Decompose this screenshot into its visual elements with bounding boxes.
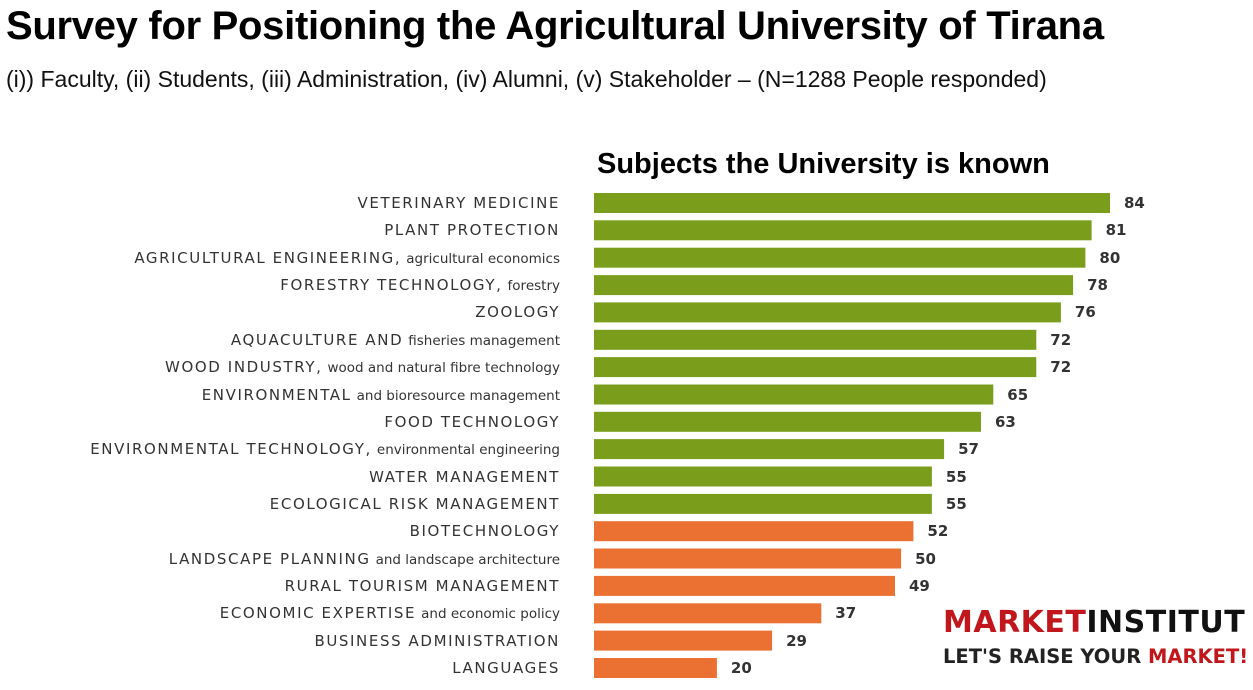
category-label-main: LANGUAGES xyxy=(452,659,560,677)
value-label: 52 xyxy=(927,522,949,541)
category-label-sub: and landscape architecture xyxy=(375,551,560,568)
value-label: 84 xyxy=(1124,194,1145,212)
bar-0 xyxy=(594,193,1110,213)
value-label: 20 xyxy=(730,659,752,677)
chart-title: Subjects the University is known xyxy=(597,148,1050,180)
category-label-main: ENVIRONMENTAL TECHNOLOGY, xyxy=(90,440,372,459)
category-label: LANGUAGES xyxy=(452,658,560,678)
logo-tagline-text: LET'S RAISE YOUR xyxy=(943,645,1149,668)
category-label: WATER MANAGEMENT xyxy=(369,467,560,487)
page-title: Survey for Positioning the Agricultural … xyxy=(6,4,1104,48)
category-label-sub: and bioresource management xyxy=(356,387,560,404)
bar-2 xyxy=(594,247,1086,268)
bar-10 xyxy=(594,466,932,487)
category-label-main: BUSINESS ADMINISTRATION xyxy=(314,631,560,650)
category-label: BUSINESS ADMINISTRATION xyxy=(314,631,560,651)
category-label-main: WATER MANAGEMENT xyxy=(369,467,560,486)
value-label: 37 xyxy=(835,604,857,623)
category-label-main: ZOOLOGY xyxy=(475,303,560,322)
category-label-sub: wood and natural fibre technology xyxy=(327,360,560,377)
category-label-main: AGRICULTURAL ENGINEERING, xyxy=(134,248,402,267)
category-label: FORESTRY TECHNOLOGY, forestry xyxy=(280,275,560,295)
bar-16 xyxy=(594,630,773,651)
bar-14 xyxy=(594,575,895,596)
category-label: RURAL TOURISM MANAGEMENT xyxy=(285,576,560,596)
bar-4 xyxy=(594,302,1061,323)
category-label-main: WOOD INDUSTRY, xyxy=(165,358,323,377)
category-label: ENVIRONMENTAL and bioresource management xyxy=(202,385,560,405)
value-label: 72 xyxy=(1050,330,1072,349)
bar-5 xyxy=(594,329,1037,350)
value-label: 50 xyxy=(915,549,936,568)
bar-15 xyxy=(594,603,822,624)
logo-word-market: MARKET xyxy=(943,605,1087,640)
category-label: VETERINARY MEDICINE xyxy=(358,193,561,213)
category-label-main: AQUACULTURE AND xyxy=(230,330,404,349)
logo-tagline-market: MARKET! xyxy=(1148,645,1249,668)
value-label: 63 xyxy=(995,412,1016,431)
category-label-main: LANDSCAPE PLANNING xyxy=(168,549,371,568)
value-label: 78 xyxy=(1087,276,1108,295)
value-label: 80 xyxy=(1099,248,1121,267)
bar-13 xyxy=(594,548,902,569)
category-label-main: FORESTRY TECHNOLOGY, xyxy=(280,276,503,295)
category-label: AGRICULTURAL ENGINEERING, agricultural ec… xyxy=(134,248,560,268)
category-label: ENVIRONMENTAL TECHNOLOGY, environmental e… xyxy=(90,439,560,459)
category-label: FOOD TECHNOLOGY xyxy=(384,412,560,432)
category-label: PLANT PROTECTION xyxy=(384,220,560,240)
category-label: WOOD INDUSTRY, wood and natural fibre tec… xyxy=(165,357,560,377)
value-label: 55 xyxy=(945,494,967,513)
bar-9 xyxy=(594,439,945,460)
category-label-sub: forestry xyxy=(507,278,560,295)
category-label-sub: agricultural economics xyxy=(406,250,560,267)
category-label-main: RURAL TOURISM MANAGEMENT xyxy=(284,576,560,595)
value-label: 81 xyxy=(1105,221,1127,240)
category-label-sub: environmental engineering xyxy=(376,442,560,459)
bar-8 xyxy=(594,411,981,432)
bar-17 xyxy=(594,658,717,678)
bar-3 xyxy=(594,275,1074,296)
category-label-main: ECOLOGICAL RISK MANAGEMENT xyxy=(269,494,560,513)
category-label-main: ENVIRONMENTAL xyxy=(201,385,352,404)
category-label-main: PLANT PROTECTION xyxy=(384,221,560,240)
logo-word-institut: INSTITUT xyxy=(1086,605,1246,640)
category-label: BIOTECHNOLOGY xyxy=(410,521,560,541)
value-label: 65 xyxy=(1007,385,1029,404)
bar-6 xyxy=(594,357,1037,378)
value-label: 76 xyxy=(1074,303,1096,322)
category-label-sub: and economic policy xyxy=(421,606,560,623)
category-label-main: VETERINARY MEDICINE xyxy=(357,194,560,212)
value-label: 49 xyxy=(909,576,930,595)
bar-7 xyxy=(594,384,994,405)
bar-1 xyxy=(594,220,1092,241)
category-label: ECOLOGICAL RISK MANAGEMENT xyxy=(270,494,560,514)
bar-12 xyxy=(594,521,914,542)
bar-11 xyxy=(594,493,932,514)
category-label: ZOOLOGY xyxy=(475,302,560,322)
category-label: AQUACULTURE AND fisheries management xyxy=(231,330,560,350)
market-institut-logo: MARKETINSTITUT LET'S RAISE YOUR MARKET! xyxy=(943,606,1248,670)
category-label: ECONOMIC EXPERTISE and economic policy xyxy=(220,603,560,623)
category-label-sub: fisheries management xyxy=(408,332,560,349)
value-label: 57 xyxy=(958,440,979,459)
logo-tagline: LET'S RAISE YOUR MARKET! xyxy=(943,644,1248,670)
page-subtitle: (i)) Faculty, (ii) Students, (iii) Admin… xyxy=(6,66,1047,92)
value-label: 55 xyxy=(945,467,967,486)
logo-wordmark: MARKETINSTITUT xyxy=(943,606,1248,640)
category-label-main: BIOTECHNOLOGY xyxy=(409,522,560,541)
category-label-main: FOOD TECHNOLOGY xyxy=(384,412,560,431)
value-label: 29 xyxy=(786,631,807,650)
category-label: LANDSCAPE PLANNING and landscape architec… xyxy=(169,549,560,569)
value-label: 72 xyxy=(1050,358,1072,377)
category-label-main: ECONOMIC EXPERTISE xyxy=(219,604,417,623)
